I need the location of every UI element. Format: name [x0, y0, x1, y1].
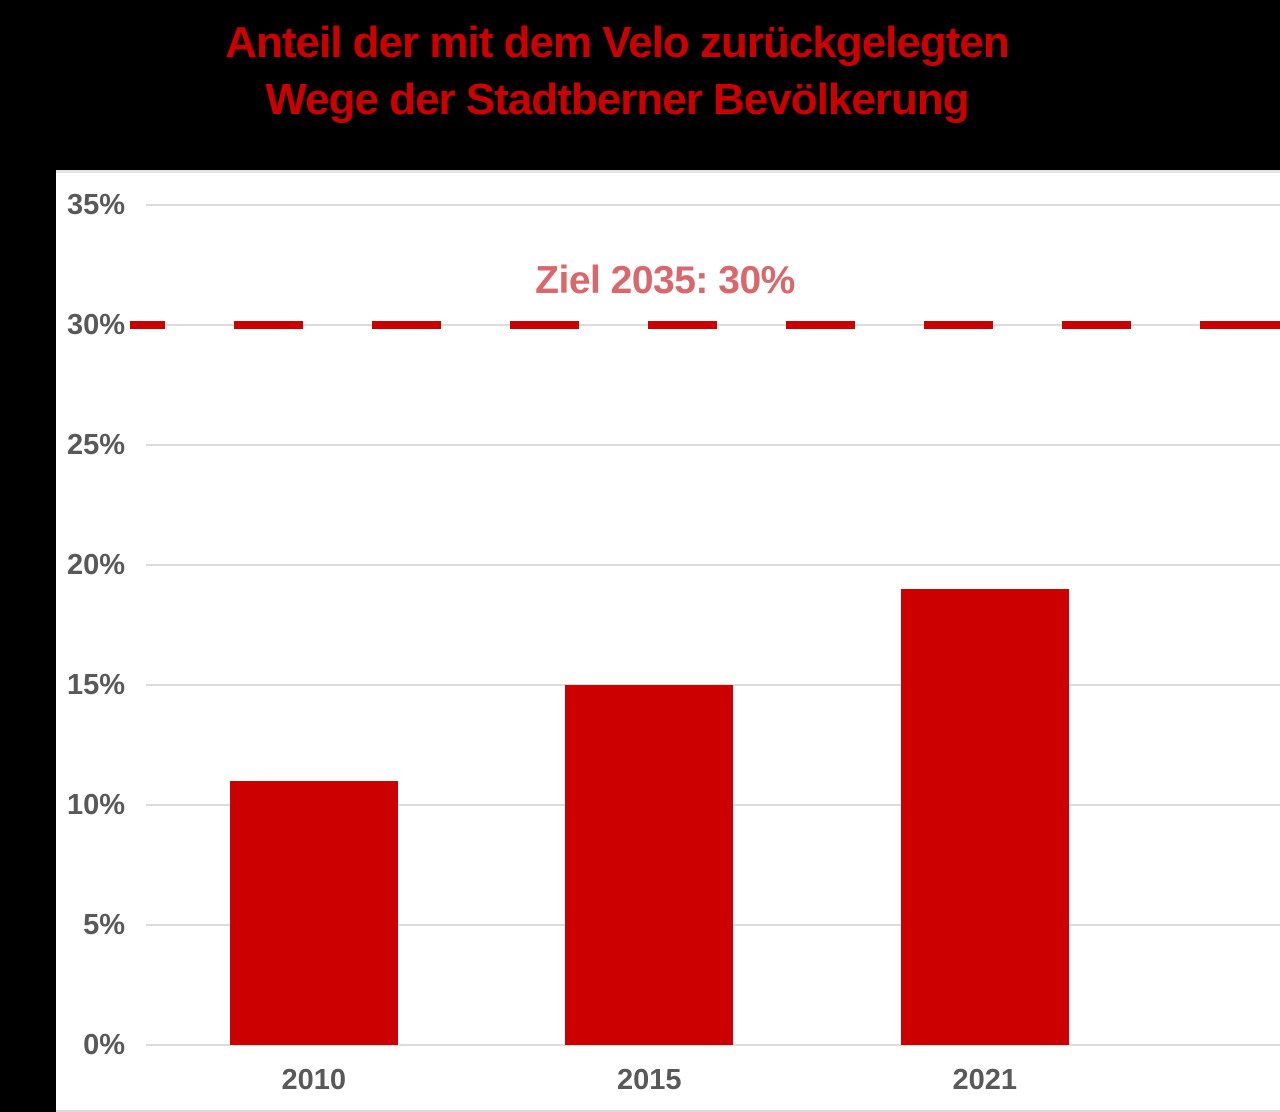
y-axis-tick-20pct: 20%	[66, 549, 125, 581]
y-axis-tick-30pct: 30%	[66, 309, 125, 341]
target-line	[130, 321, 1280, 329]
gridline-35pct	[146, 204, 1280, 206]
gridline-20pct	[146, 564, 1280, 566]
x-axis-tick-2021: 2021	[952, 1064, 1017, 1096]
bar-2015	[565, 685, 734, 1045]
gridline-25pct	[146, 444, 1280, 446]
chart-title: Anteil der mit dem Velo zurückgelegten W…	[0, 14, 1234, 128]
y-axis-tick-5pct: 5%	[83, 909, 125, 941]
bar-2021	[900, 589, 1069, 1045]
y-axis-tick-25pct: 25%	[66, 429, 125, 461]
chart-panel: 0% 5% 10% 15% 20% 25% 30% 35% 2010 2015 2021 Ziel …	[56, 170, 1280, 1112]
chart-title-line2: Wege der Stadtberner Bevölkerung	[265, 75, 969, 124]
panel-bottom-divider	[56, 1110, 1280, 1112]
chart-title-line1: Anteil der mit dem Velo zurückgelegten	[225, 18, 1010, 67]
y-axis-tick-10pct: 10%	[66, 789, 125, 821]
x-axis-tick-2010: 2010	[281, 1064, 346, 1096]
target-line-label: Ziel 2035: 30%	[535, 259, 795, 302]
bar-2010	[229, 781, 398, 1045]
gridline-0pct	[146, 1044, 1280, 1046]
x-axis-tick-2015: 2015	[616, 1064, 682, 1096]
y-axis-tick-35pct: 35%	[66, 189, 125, 221]
y-axis-tick-0pct: 0%	[83, 1029, 125, 1061]
y-axis-tick-15pct: 15%	[66, 669, 125, 701]
